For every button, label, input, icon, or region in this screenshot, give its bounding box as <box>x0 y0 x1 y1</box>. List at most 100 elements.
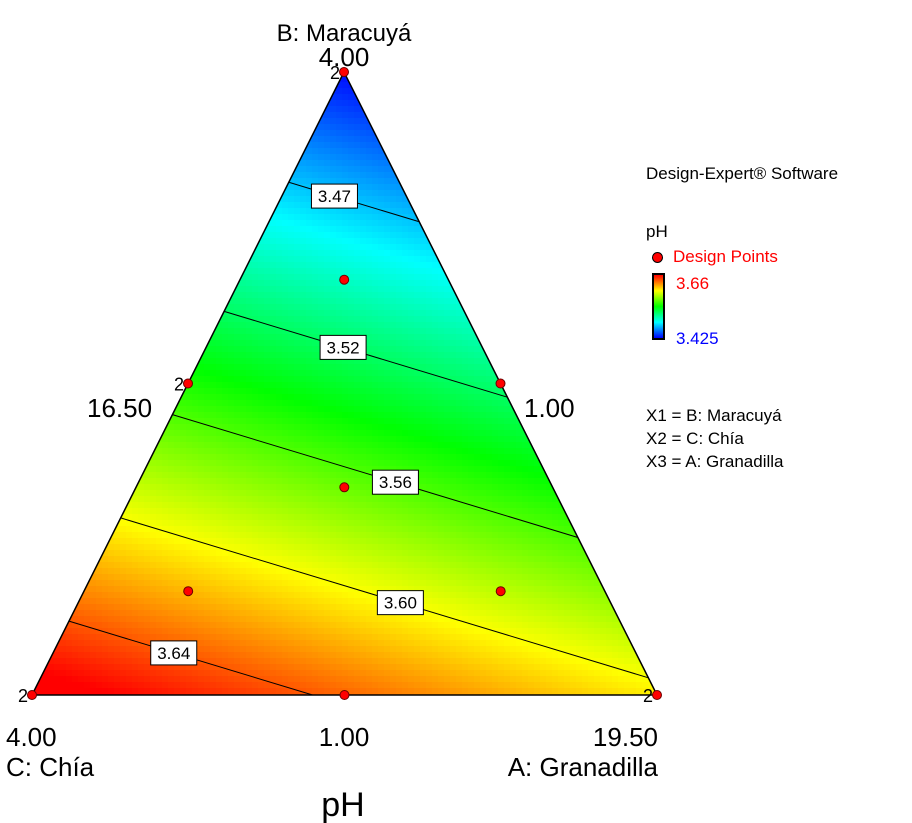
surface-cell <box>156 472 163 479</box>
surface-cell <box>108 544 115 551</box>
surface-cell <box>456 286 463 293</box>
surface-cell <box>168 424 175 431</box>
surface-cell <box>468 550 475 557</box>
surface-cell <box>198 406 205 413</box>
surface-cell <box>396 232 403 239</box>
surface-cell <box>396 226 403 233</box>
surface-cell <box>528 574 535 581</box>
surface-cell <box>450 328 457 335</box>
surface-cell <box>306 154 313 161</box>
surface-cell <box>408 220 415 227</box>
surface-cell <box>480 604 487 611</box>
surface-cell <box>144 604 151 611</box>
surface-cell <box>426 196 433 203</box>
surface-cell <box>480 478 487 485</box>
surface-cell <box>564 574 571 581</box>
surface-cell <box>312 178 319 185</box>
surface-cell <box>426 394 433 401</box>
surface-cell <box>498 448 505 455</box>
surface-cell <box>258 346 265 353</box>
surface-cell <box>336 226 343 233</box>
surface-cell <box>354 160 361 167</box>
surface-cell <box>348 514 355 521</box>
surface-cell <box>372 382 379 389</box>
surface-cell <box>84 610 91 617</box>
surface-cell <box>180 442 187 449</box>
surface-cell <box>516 394 523 401</box>
surface-cell <box>396 412 403 419</box>
surface-cell <box>366 388 373 395</box>
surface-cell <box>246 274 253 281</box>
surface-cell <box>558 472 565 479</box>
surface-cell <box>306 112 313 119</box>
surface-cell <box>372 604 379 611</box>
surface-cell <box>180 550 187 557</box>
surface-cell <box>390 178 397 185</box>
surface-cell <box>480 454 487 461</box>
surface-cell <box>432 556 439 563</box>
surface-cell <box>198 466 205 473</box>
surface-cell <box>504 568 511 575</box>
surface-cell <box>264 346 271 353</box>
surface-cell <box>390 196 397 203</box>
surface-cell <box>300 304 307 311</box>
surface-cell <box>408 382 415 389</box>
surface-cell <box>246 394 253 401</box>
surface-cell <box>564 460 571 467</box>
surface-cell <box>456 496 463 503</box>
surface-cell <box>438 388 445 395</box>
surface-cell <box>336 574 343 581</box>
surface-cell <box>252 202 259 209</box>
surface-cell <box>318 418 325 425</box>
surface-cell <box>366 106 373 113</box>
surface-cell <box>282 550 289 557</box>
surface-cell <box>396 268 403 275</box>
surface-cell <box>360 508 367 515</box>
surface-cell <box>330 238 337 245</box>
surface-cell <box>210 406 217 413</box>
surface-cell <box>186 418 193 425</box>
surface-cell <box>360 226 367 233</box>
surface-cell <box>522 514 529 521</box>
surface-cell <box>210 304 217 311</box>
surface-cell <box>360 118 367 125</box>
surface-cell <box>288 370 295 377</box>
surface-cell <box>462 574 469 581</box>
surface-cell <box>456 442 463 449</box>
surface-cell <box>336 250 343 257</box>
surface-cell <box>132 430 139 437</box>
surface-cell <box>324 580 331 587</box>
surface-cell <box>504 544 511 551</box>
surface-cell <box>276 472 283 479</box>
surface-cell <box>450 334 457 341</box>
surface-cell <box>330 370 337 377</box>
surface-cell <box>258 466 265 473</box>
surface-cell <box>294 388 301 395</box>
surface-cell <box>366 304 373 311</box>
surface-cell <box>300 364 307 371</box>
surface-cell <box>264 514 271 521</box>
surface-cell <box>450 538 457 545</box>
surface-cell <box>264 526 271 533</box>
surface-cell <box>270 238 277 245</box>
surface-cell <box>366 580 373 587</box>
surface-cell <box>522 604 529 611</box>
surface-cell <box>324 418 331 425</box>
surface-cell <box>366 220 373 227</box>
surface-cell <box>408 448 415 455</box>
surface-cell <box>222 292 229 299</box>
surface-cell <box>162 400 169 407</box>
surface-cell <box>294 592 301 599</box>
surface-cell <box>210 508 217 515</box>
surface-cell <box>204 562 211 569</box>
surface-cell <box>366 94 373 101</box>
surface-cell <box>96 544 103 551</box>
surface-cell <box>288 190 295 197</box>
surface-cell <box>438 238 445 245</box>
surface-cell <box>276 604 283 611</box>
surface-cell <box>510 424 517 431</box>
surface-cell <box>324 502 331 509</box>
surface-cell <box>108 556 115 563</box>
surface-cell <box>216 562 223 569</box>
surface-cell <box>366 430 373 437</box>
